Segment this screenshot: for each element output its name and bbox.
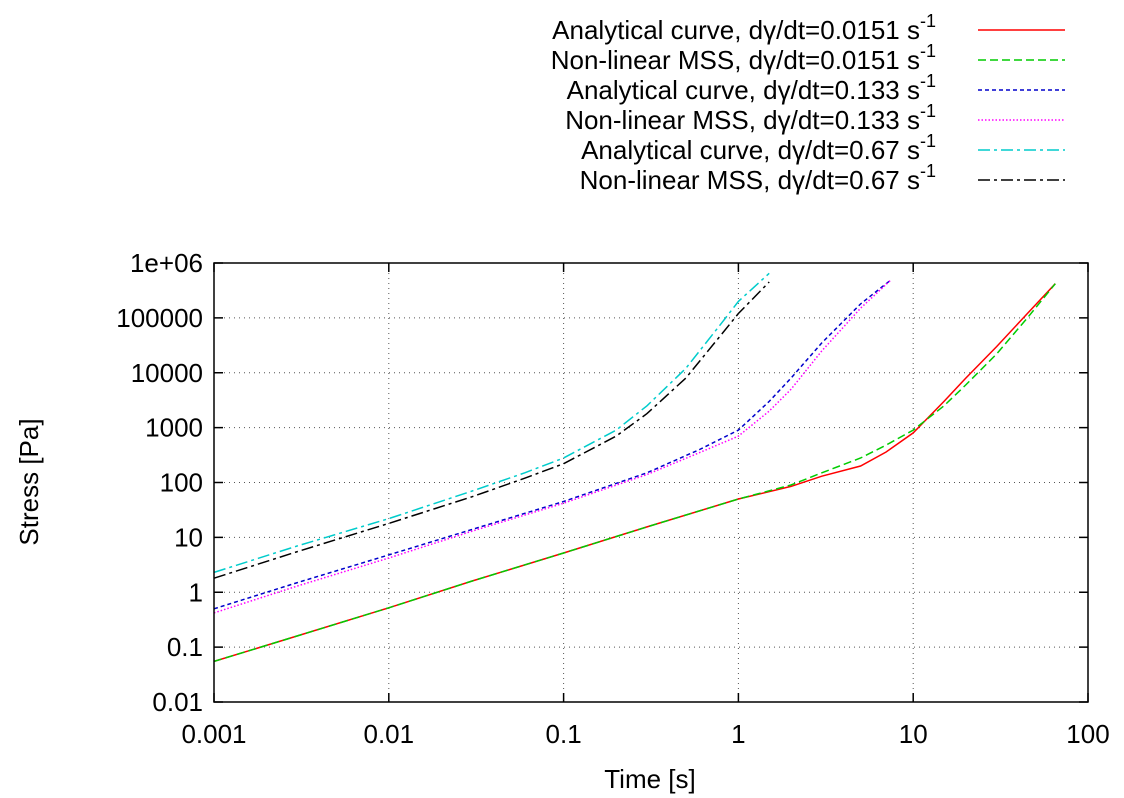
legend-label: Non-linear MSS, dγ/dt=0.133 s-1 — [565, 101, 936, 135]
legend-label-text: Analytical curve, dγ/dt=0.0151 s — [552, 15, 920, 45]
legend-label: Analytical curve, dγ/dt=0.133 s-1 — [567, 71, 936, 105]
x-tick-label: 0.01 — [363, 719, 414, 749]
legend-label-superscript: -1 — [920, 131, 936, 151]
y-axis-title: Stress [Pa] — [14, 418, 44, 545]
legend-label-superscript: -1 — [920, 71, 936, 91]
series-line — [213, 283, 1056, 663]
y-tick-label: 100 — [160, 468, 203, 498]
x-tick-label: 1 — [731, 719, 745, 749]
legend-label-text: Analytical curve, dγ/dt=0.133 s — [567, 75, 920, 105]
legend-label-superscript: -1 — [920, 11, 936, 31]
legend-label: Analytical curve, dγ/dt=0.0151 s-1 — [552, 11, 936, 45]
legend-label-superscript: -1 — [920, 101, 936, 121]
y-tick-label: 100000 — [116, 303, 203, 333]
y-tick-label: 0.1 — [167, 632, 203, 662]
axis-ticks: 0.001 0.01 0.1 1 10 1000.010.1110100100010000… — [116, 248, 1109, 749]
y-tick-label: 1000 — [145, 413, 203, 443]
series-line — [213, 278, 892, 614]
x-tick-label: 0.001 — [181, 719, 246, 749]
legend-label-text: Non-linear MSS, dγ/dt=0.0151 s — [551, 45, 920, 75]
legend-label-text: Non-linear MSS, dγ/dt=0.67 s — [580, 165, 920, 195]
legend-label-superscript: -1 — [920, 161, 936, 181]
series-line — [213, 283, 1056, 663]
plot-frame — [213, 262, 1089, 703]
x-tick-label: 0.1 — [546, 719, 582, 749]
legend-label-text: Non-linear MSS, dγ/dt=0.133 s — [565, 105, 920, 135]
series-line — [213, 281, 770, 579]
legend-label: Non-linear MSS, dγ/dt=0.0151 s-1 — [551, 41, 936, 75]
legend: Analytical curve, dγ/dt=0.0151 s-1Non-li… — [551, 11, 1065, 195]
legend-label-superscript: -1 — [920, 41, 936, 61]
series-line — [213, 272, 770, 574]
y-tick-label: 10000 — [131, 358, 203, 388]
x-tick-label: 10 — [899, 719, 928, 749]
x-tick-label: 100 — [1066, 719, 1109, 749]
legend-label: Non-linear MSS, dγ/dt=0.67 s-1 — [580, 161, 936, 195]
grid — [214, 263, 1088, 702]
y-tick-label: 1 — [189, 577, 203, 607]
series-line — [213, 278, 892, 610]
y-tick-label: 0.01 — [152, 687, 203, 717]
y-tick-label: 10 — [174, 522, 203, 552]
y-tick-label: 1e+06 — [130, 248, 203, 278]
series-layer — [213, 272, 1056, 663]
legend-label: Analytical curve, dγ/dt=0.67 s-1 — [581, 131, 936, 165]
x-axis-title: Time [s] — [604, 764, 695, 794]
legend-label-text: Analytical curve, dγ/dt=0.67 s — [581, 135, 920, 165]
